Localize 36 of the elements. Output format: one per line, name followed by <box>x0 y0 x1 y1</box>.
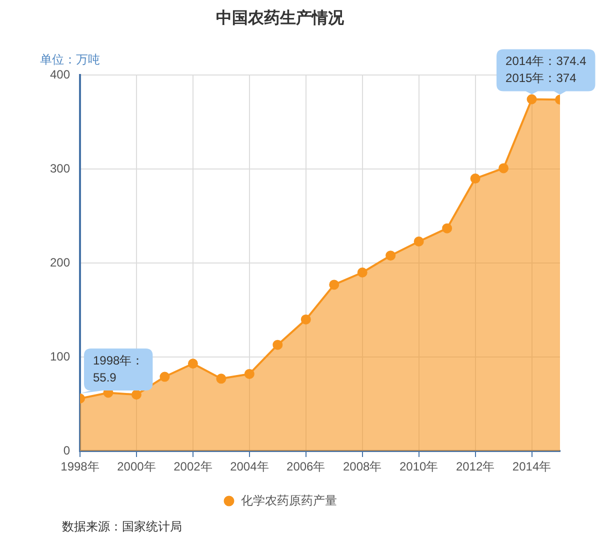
point <box>442 223 452 234</box>
annotation: 2015年：374 <box>506 71 577 86</box>
x-tick-label: 1998年 <box>60 460 100 474</box>
annotation: 1998年：55.9 <box>93 353 144 384</box>
point <box>160 372 170 382</box>
x-tick-label: 2004年 <box>230 460 269 474</box>
point <box>188 358 198 369</box>
point <box>329 280 340 290</box>
chart-title: 中国农药生产情况 <box>216 9 345 28</box>
x-tick-label: 2000年 <box>117 460 156 474</box>
y-tick-label: 400 <box>50 68 70 82</box>
y-tick-label: 100 <box>50 349 70 364</box>
x-tick-label: 2014年 <box>512 460 552 474</box>
y-tick-label: 0 <box>63 443 70 458</box>
y-tick-label: 200 <box>50 255 70 270</box>
source-note: 数据来源：国家统计局 <box>62 519 182 534</box>
annotation: 2014年：374.4 <box>506 54 587 68</box>
x-tick-label: 2008年 <box>343 460 382 474</box>
x-tick-label: 2002年 <box>174 460 212 474</box>
point <box>386 250 396 261</box>
point <box>216 374 226 384</box>
point <box>526 94 537 104</box>
x-tick-label: 2012年 <box>456 460 495 474</box>
point <box>244 368 254 379</box>
point <box>300 314 311 324</box>
point <box>414 236 424 246</box>
y-tick-label: 300 <box>50 161 70 176</box>
point <box>131 390 142 400</box>
x-tick-label: 2010年 <box>399 460 438 474</box>
point <box>470 174 480 184</box>
point <box>272 340 283 350</box>
x-tick-label: 2006年 <box>286 460 326 474</box>
legend-label: 化学农药原药产量 <box>241 493 337 508</box>
point <box>498 163 509 174</box>
y-axis-title: 单位：万吨 <box>40 52 100 67</box>
point <box>357 267 368 278</box>
